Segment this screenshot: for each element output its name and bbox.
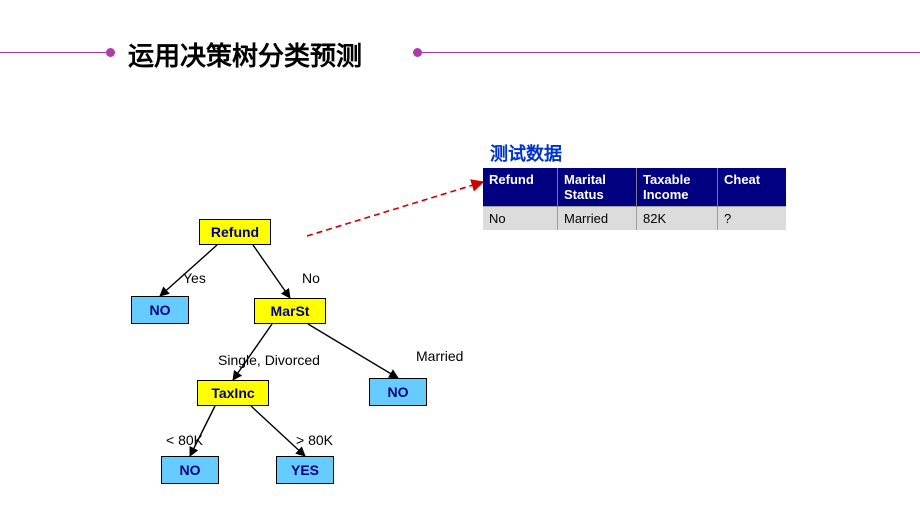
title-dot-left (106, 48, 115, 57)
edge-label: Single, Divorced (218, 352, 320, 368)
table-header: Cheat (718, 168, 787, 207)
decision-node-marst: MarSt (254, 298, 326, 324)
edge-label: > 80K (296, 432, 333, 448)
table-header: TaxableIncome (637, 168, 718, 207)
table-header: MaritalStatus (558, 168, 637, 207)
table-cell: No (483, 207, 558, 231)
table-cell: ? (718, 207, 787, 231)
page-title: 运用决策树分类预测 (128, 36, 362, 73)
title-line-left (0, 52, 110, 53)
test-data-table: RefundMaritalStatusTaxableIncomeCheatNoM… (483, 168, 786, 230)
leaf-node-yes: YES (276, 456, 334, 484)
table-cell: 82K (637, 207, 718, 231)
title-line-right (418, 52, 920, 53)
edge-label: Married (416, 348, 463, 364)
edge-label: < 80K (166, 432, 203, 448)
decision-node-taxinc: TaxInc (197, 380, 269, 406)
test-data-title: 测试数据 (490, 140, 562, 166)
table-header: Refund (483, 168, 558, 207)
table-cell: Married (558, 207, 637, 231)
leaf-node-no1: NO (131, 296, 189, 324)
decision-node-refund: Refund (199, 219, 271, 245)
table-row: NoMarried82K? (483, 207, 786, 231)
leaf-node-no2: NO (369, 378, 427, 406)
edge-label: No (302, 270, 320, 286)
tree-edges (0, 0, 920, 518)
leaf-node-no3: NO (161, 456, 219, 484)
edge-label: Yes (183, 270, 206, 286)
